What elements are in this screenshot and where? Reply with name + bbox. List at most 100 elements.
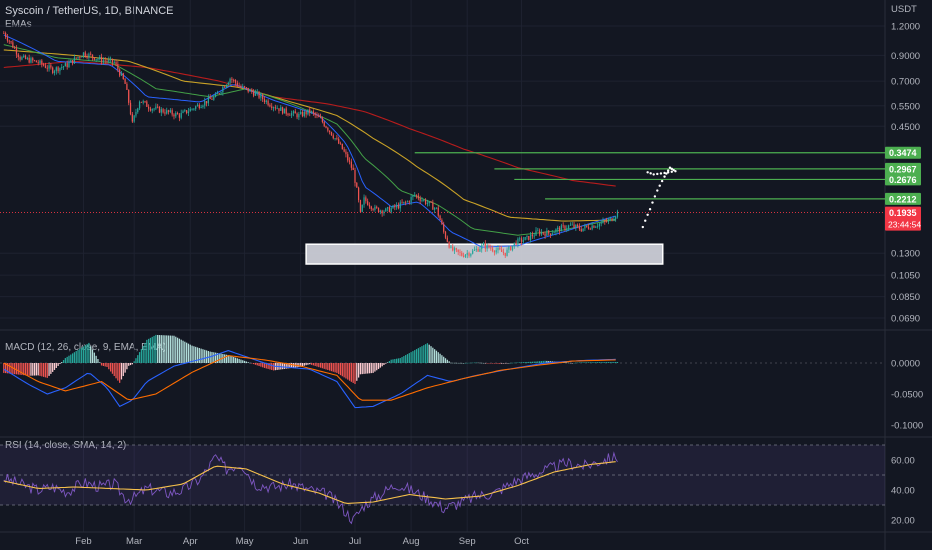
macd-histogram-bar: [55, 363, 57, 368]
macd-histogram-bar: [175, 336, 177, 363]
macd-histogram-bar: [307, 363, 309, 365]
macd-histogram-bar: [329, 363, 331, 371]
macd-histogram-bar: [410, 352, 412, 363]
macd-histogram-bar: [41, 363, 43, 377]
macd-histogram-bar: [504, 363, 506, 364]
candle-body: [428, 201, 430, 204]
macd-histogram-bar: [164, 335, 166, 363]
candle-body: [365, 197, 367, 202]
time-tick-label: Mar: [126, 536, 142, 547]
candle-body: [251, 89, 253, 92]
macd-histogram-bar: [461, 362, 463, 364]
macd-histogram-bar: [423, 345, 425, 363]
candle-body: [158, 106, 161, 113]
candle-body: [274, 107, 276, 109]
macd-histogram-bar: [325, 363, 327, 370]
candle-body: [126, 83, 128, 90]
ema-indicator-label[interactable]: EMAs: [5, 19, 32, 30]
candle-body: [169, 110, 171, 112]
macd-histogram-bar: [577, 362, 579, 364]
candle-body: [605, 221, 608, 223]
candle-body: [506, 249, 508, 256]
candle-body: [247, 87, 249, 92]
macd-histogram-bar: [567, 362, 570, 364]
macd-histogram-bar: [455, 362, 458, 364]
candle-body: [137, 108, 139, 113]
candle-body: [542, 232, 544, 234]
candle-body: [195, 106, 197, 109]
macd-histogram-bar: [379, 363, 381, 368]
macd-histogram-bar: [323, 363, 325, 369]
candle-body: [363, 197, 365, 205]
macd-histogram-bar: [434, 349, 436, 363]
candle-body: [327, 127, 329, 131]
candle-body: [236, 82, 238, 86]
macd-histogram-bar: [481, 362, 483, 364]
candle-body: [144, 101, 146, 103]
candle-body: [86, 56, 88, 58]
macd-histogram-bar: [171, 335, 173, 363]
macd-histogram-bar: [287, 363, 289, 369]
candle-body: [339, 143, 342, 145]
candle-body: [495, 250, 497, 253]
macd-histogram-bar: [173, 335, 175, 363]
macd-histogram-bar: [368, 363, 371, 374]
projection-dot: [663, 175, 666, 178]
candle-body: [301, 111, 304, 117]
candle-body: [28, 57, 30, 63]
macd-histogram-bar: [166, 335, 168, 363]
projection-dot: [670, 170, 673, 173]
macd-histogram-bar: [120, 363, 123, 380]
macd-histogram-bar: [231, 356, 233, 363]
time-tick-label: Oct: [514, 536, 529, 547]
macd-histogram-bar: [546, 360, 548, 363]
candle-body: [55, 67, 57, 72]
macd-histogram-bar: [367, 363, 369, 374]
macd-histogram-bar: [332, 363, 334, 372]
candle-body: [186, 110, 188, 114]
candle-body: [310, 111, 313, 113]
candle-body: [30, 58, 32, 63]
macd-histogram-bar: [566, 362, 568, 364]
macd-histogram-bar: [502, 363, 505, 364]
macd-histogram-bar: [539, 361, 541, 363]
candle-body: [262, 94, 264, 100]
candle-body: [23, 55, 25, 58]
macd-histogram-bar: [350, 363, 353, 382]
candle-body: [128, 89, 130, 103]
macd-histogram-bar: [446, 359, 448, 363]
macd-histogram-bar: [338, 363, 340, 375]
macd-histogram-bar: [180, 339, 182, 363]
candle-body: [584, 225, 586, 229]
time-axis[interactable]: Feb Mar Apr May Jun Jul Aug Sep Oct: [0, 531, 932, 547]
macd-histogram-bar: [260, 363, 262, 367]
macd-histogram-bar: [510, 362, 512, 364]
candle-body: [586, 225, 588, 227]
macd-histogram-bar: [84, 345, 86, 363]
candle-body: [3, 33, 5, 34]
macd-tick-label: 0.0000: [891, 359, 920, 370]
macd-histogram-bar: [615, 362, 617, 363]
ema-mid-line: [3, 44, 616, 236]
projection-dot: [653, 195, 657, 198]
macd-histogram-bar: [33, 363, 36, 376]
candle-body: [10, 41, 12, 43]
macd-histogram-bar: [405, 355, 407, 363]
current-price-tag: [885, 206, 921, 231]
macd-histogram-bar: [522, 362, 524, 363]
candle-body: [104, 60, 106, 62]
macd-histogram-bar: [462, 363, 465, 364]
rsi-indicator-label[interactable]: RSI (14, close, SMA, 14, 2): [5, 440, 127, 451]
price-axis[interactable]: USDT 1.2000 0.9000 0.7000 0.5500 0.4500 0.1300…: [891, 4, 923, 527]
macd-histogram-bar: [602, 362, 604, 363]
projection-dot: [672, 168, 675, 172]
candles: [3, 31, 619, 259]
candle-body: [430, 201, 432, 203]
macd-histogram-bar: [457, 362, 459, 364]
macd-histogram-bar: [417, 348, 419, 363]
macd-histogram-bar: [265, 363, 267, 369]
macd-histogram-bar: [394, 359, 396, 363]
macd-histogram-bar: [334, 363, 336, 373]
